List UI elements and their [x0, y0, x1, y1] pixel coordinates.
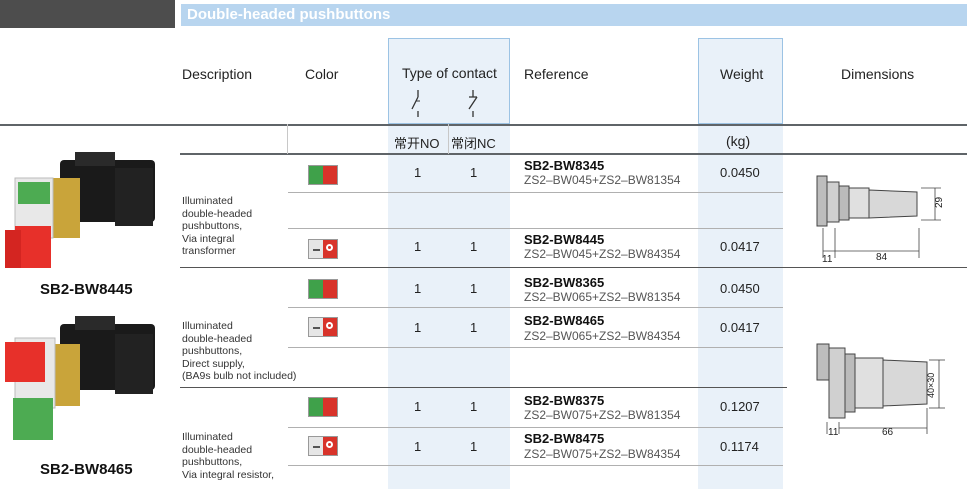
dim-length: 66	[882, 427, 894, 438]
weight-header-border	[698, 38, 783, 124]
contact-nc-count: 1	[470, 439, 478, 454]
contact-nc-count: 1	[470, 399, 478, 414]
contact-no-count: 1	[414, 165, 422, 180]
reference-components: ZS2–BW065+ZS2–BW84354	[524, 329, 681, 343]
green-red-swatch-icon	[308, 165, 338, 185]
top-dark-bar	[0, 0, 175, 28]
contact-nc-label: 常闭NC	[451, 136, 496, 151]
group-divider	[180, 387, 787, 388]
header-separator	[287, 124, 288, 154]
header-separator	[448, 124, 449, 154]
dim-height: 40×30	[926, 372, 936, 398]
subheader-divider	[180, 153, 967, 155]
weight-value: 0.1207	[720, 399, 760, 414]
group-divider	[180, 267, 967, 268]
contact-nc-count: 1	[470, 281, 478, 296]
reference-code: SB2-BW8475	[524, 431, 605, 446]
reference-components: ZS2–BW045+ZS2–BW81354	[524, 173, 681, 187]
no-contact-symbol-icon	[411, 90, 420, 117]
group-description: Illuminated double-headed pushbuttons, Dire…	[182, 320, 297, 382]
section-title: Double-headed pushbuttons	[187, 6, 391, 23]
contact-no-label: 常开NO	[394, 136, 440, 151]
product-label: SB2-BW8445	[40, 281, 133, 298]
product-image-sb2-bw8445	[5, 152, 155, 268]
product-label: SB2-BW8465	[40, 461, 133, 478]
contact-no-count: 1	[414, 399, 422, 414]
reference-code: SB2-BW8465	[524, 313, 605, 328]
weight-unit-label: (kg)	[726, 133, 751, 149]
dim-left: 11	[822, 254, 833, 265]
contact-no-count: 1	[414, 439, 422, 454]
reference-components: ZS2–BW075+ZS2–BW84354	[524, 447, 681, 461]
dimension-drawing-2	[816, 343, 945, 434]
header-reference: Reference	[524, 66, 589, 82]
white-red-swatch-icon	[308, 436, 338, 456]
dim-length: 84	[876, 252, 888, 263]
reference-components: ZS2–BW045+ZS2–BW84354	[524, 247, 681, 261]
weight-value: 0.1174	[720, 439, 759, 454]
green-red-swatch-icon	[308, 397, 338, 417]
white-red-swatch-icon	[308, 317, 338, 337]
weight-value: 0.0417	[720, 239, 760, 254]
weight-value: 0.0450	[720, 165, 760, 180]
group-description: Illuminated double-headed pushbuttons, Via …	[182, 431, 275, 481]
weight-column-bg	[698, 38, 783, 489]
header-type-of-contact: Type of contact	[402, 65, 497, 81]
header-color: Color	[305, 66, 339, 82]
section-title-bar: Double-headed pushbuttons	[181, 4, 967, 26]
contact-no-count: 1	[414, 281, 422, 296]
reference-code: SB2-BW8365	[524, 275, 605, 290]
dim-height: 29	[934, 196, 945, 208]
header-description: Description	[182, 66, 253, 82]
header-weight: Weight	[720, 66, 764, 82]
reference-components: ZS2–BW065+ZS2–BW81354	[524, 290, 681, 304]
row-divider	[288, 347, 783, 348]
green-red-swatch-icon	[308, 279, 338, 299]
dim-left: 11	[828, 427, 839, 438]
white-red-swatch-icon	[308, 239, 338, 259]
weight-value: 0.0417	[720, 320, 760, 335]
contact-no-count: 1	[414, 320, 422, 335]
contact-column-bg	[388, 38, 510, 489]
product-image-sb2-bw8465	[5, 316, 155, 440]
contact-nc-count: 1	[470, 320, 478, 335]
header-dimensions: Dimensions	[841, 66, 915, 82]
reference-components: ZS2–BW075+ZS2–BW81354	[524, 408, 681, 422]
nc-contact-symbol-icon	[468, 90, 478, 117]
reference-code: SB2-BW8445	[524, 232, 605, 247]
reference-code: SB2-BW8375	[524, 393, 605, 408]
row-divider	[288, 192, 783, 193]
row-divider	[288, 427, 783, 428]
row-divider	[288, 465, 783, 466]
contact-no-count: 1	[414, 239, 422, 254]
dimension-drawing-1	[816, 175, 941, 258]
header-divider	[0, 124, 967, 126]
contact-header-border	[388, 38, 510, 124]
reference-code: SB2-BW8345	[524, 158, 605, 173]
group-description: Illuminated double-headed pushbuttons, Via …	[182, 195, 253, 257]
row-divider	[288, 307, 783, 308]
weight-value: 0.0450	[720, 281, 760, 296]
contact-nc-count: 1	[470, 165, 478, 180]
row-divider	[288, 228, 783, 229]
contact-nc-count: 1	[470, 239, 478, 254]
